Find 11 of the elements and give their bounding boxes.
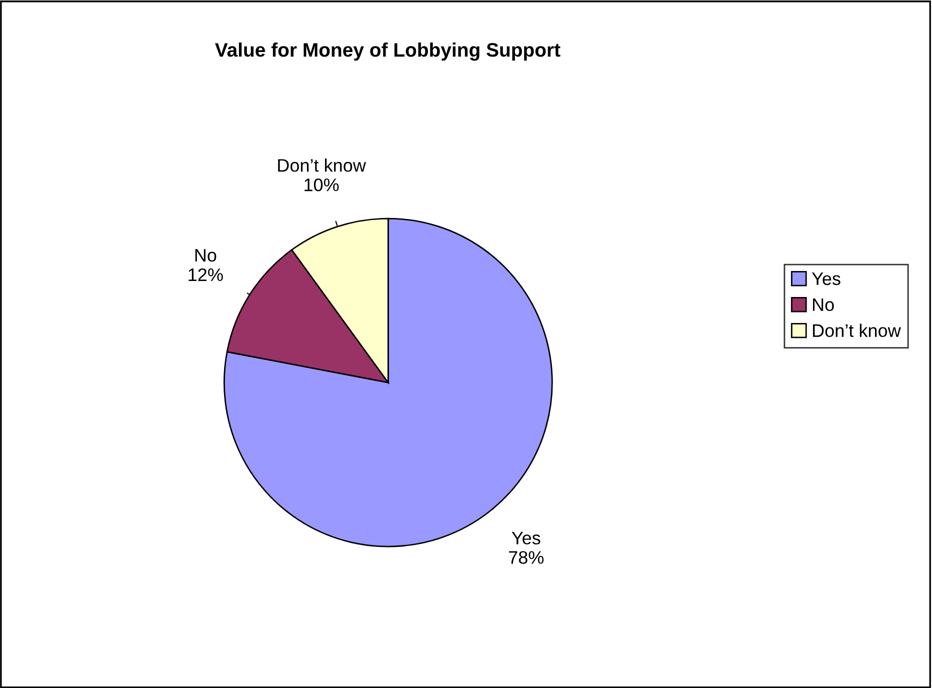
- legend-label: Yes: [812, 272, 840, 286]
- legend-label: Don’t know: [813, 324, 901, 338]
- slice-label: Don’t know: [278, 158, 366, 172]
- slice-label: Yes: [512, 532, 540, 544]
- data-label: 78%: [509, 551, 544, 564]
- slice-label: No: [195, 249, 216, 262]
- data-label: 12%: [188, 268, 223, 282]
- pie-slice: [224, 218, 553, 548]
- legend-label: No: [813, 298, 834, 312]
- chart-title: Value for Money of Lobbying Support: [215, 42, 560, 61]
- data-label: 10%: [304, 178, 339, 192]
